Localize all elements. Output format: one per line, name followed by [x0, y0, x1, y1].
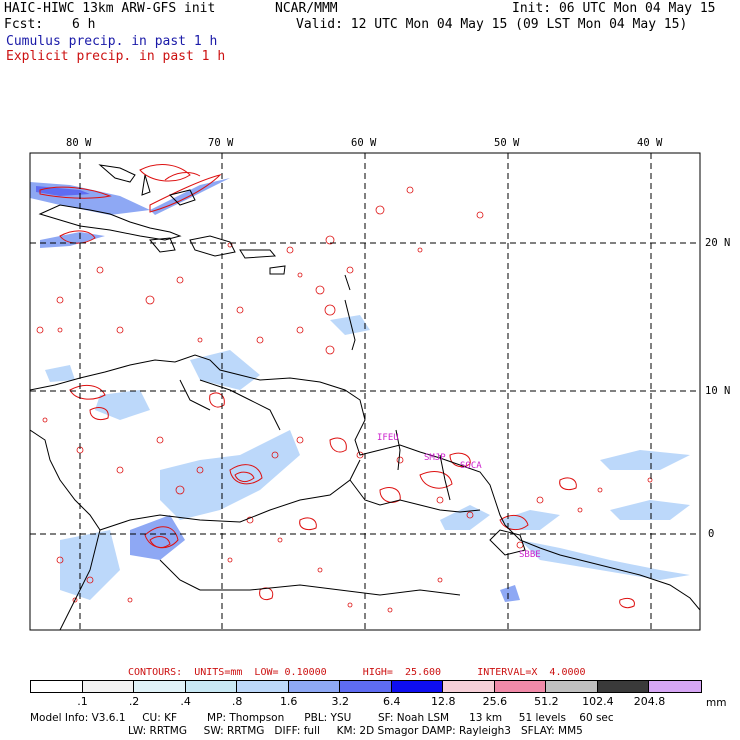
colorbar-segment	[185, 681, 238, 692]
lon-label-70w: 70 W	[208, 137, 234, 149]
colorbar-segment	[134, 681, 186, 692]
colorbar-tick-label: 1.6	[279, 695, 298, 708]
colorbar-tick-label: 204.8	[633, 695, 666, 708]
lat-lon-grid	[30, 153, 700, 630]
colorbar-segment	[546, 681, 598, 692]
precip-colorbar	[30, 680, 702, 693]
valid-time: Valid: 12 UTC Mon 04 May 15 (09 LST Mon …	[296, 17, 688, 32]
station-label: SBBE	[519, 550, 541, 560]
forecast-hour: 6 h	[72, 17, 96, 32]
colorbar-segment	[288, 681, 341, 692]
colorbar-tick-label: .4	[180, 695, 191, 708]
map-frame	[29, 152, 701, 631]
forecast-label: Fcst:	[4, 17, 44, 32]
station-label: IFEU	[377, 433, 399, 443]
colorbar-tick-label: 102.4	[582, 695, 614, 708]
colorbar-segment	[597, 681, 650, 692]
explicit-precip-label: Explicit precip. in past 1 h	[6, 49, 226, 64]
model-title: HAIC-HIWC 13km ARW-GFS init	[4, 1, 216, 16]
org-label: NCAR/MMM	[275, 1, 338, 16]
colorbar-tick-label: .8	[231, 695, 243, 708]
lon-label-40w: 40 W	[637, 137, 663, 149]
colorbar-segment	[340, 681, 392, 692]
colorbar-segment	[31, 681, 83, 692]
colorbar-segment	[494, 681, 547, 692]
lon-label-50w: 50 W	[494, 137, 520, 149]
cumulus-precip-areas	[30, 178, 690, 602]
colorbar-tick-label: 12.8	[431, 695, 456, 708]
colorbar-segment	[443, 681, 495, 692]
colorbar-segment	[82, 681, 135, 692]
colorbar-unit: mm	[706, 697, 727, 709]
coastlines	[30, 164, 700, 630]
colorbar-tick-label: .2	[128, 695, 140, 708]
colorbar-tick-label: .1	[77, 695, 88, 708]
colorbar-segment	[649, 681, 701, 692]
explicit-precip-contours	[36, 164, 653, 613]
colorbar-tick-label: 51.2	[534, 695, 559, 708]
lat-label-20n: 20 N	[705, 237, 731, 249]
lon-label-60w: 60 W	[351, 137, 377, 149]
lon-label-80w: 80 W	[66, 137, 92, 149]
station-label: SMJP	[424, 453, 446, 463]
contours-info: CONTOURS: UNITS=mm LOW= 0.10000 HIGH= 25…	[128, 667, 586, 678]
init-time: Init: 06 UTC Mon 04 May 15	[512, 1, 716, 16]
model-info-line2: LW: RRTMG SW: RRTMG DIFF: full KM: 2D Sm…	[128, 725, 583, 737]
station-label: SOCA	[460, 461, 482, 471]
colorbar-segment	[237, 681, 289, 692]
colorbar-segment	[391, 681, 444, 692]
model-info-line1: Model Info: V3.6.1 CU: KF MP: Thompson P…	[30, 712, 614, 724]
colorbar-tick-label: 6.4	[383, 695, 401, 708]
colorbar-tick-label: 3.2	[331, 695, 349, 708]
colorbar-tick-label: 25.6	[482, 695, 508, 708]
lat-label-10n: 10 N	[705, 385, 731, 397]
lat-label-0: 0	[708, 528, 715, 540]
cumulus-precip-label: Cumulus precip. in past 1 h	[6, 34, 218, 49]
